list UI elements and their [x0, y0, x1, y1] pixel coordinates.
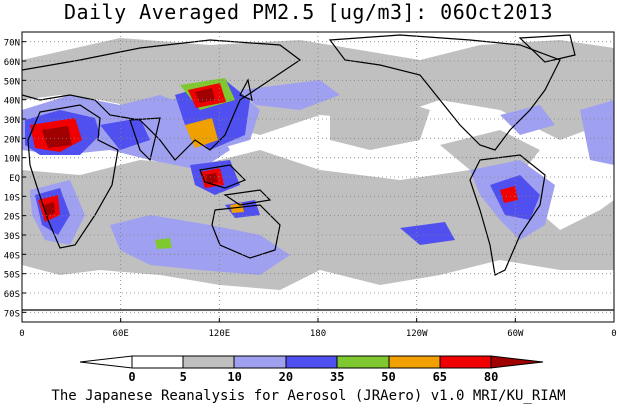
latitude-label: 50N: [4, 77, 20, 87]
longitude-label: 120E: [208, 329, 230, 339]
footer-credit: The Japanese Reanalysis for Aerosol (JRA…: [51, 388, 566, 404]
latitude-label: EQ: [9, 174, 20, 184]
pm25-hotspot-area: [500, 186, 518, 203]
pm25-hotspot-area: [42, 126, 72, 148]
pm25-hotspot-area: [44, 202, 55, 216]
latitude-label: 10S: [4, 193, 20, 203]
longitude-label: 120W: [406, 329, 428, 339]
map-plot-area: [22, 32, 614, 322]
latitude-label: 20N: [4, 135, 20, 145]
colorbar-tick-label: 80: [484, 370, 498, 384]
pm25-hotspot-area: [205, 173, 218, 184]
pm25-level-10-20-area: [500, 105, 555, 135]
latitude-label: 20S: [4, 213, 20, 223]
latitude-label: 70S: [4, 309, 20, 319]
pm25-level-10-20-area: [580, 100, 614, 165]
latitude-label: 30N: [4, 116, 20, 126]
colorbar-swatch: [439, 355, 492, 369]
colorbar-tick-label: 10: [227, 370, 241, 384]
latitude-label: 70N: [4, 39, 20, 49]
longitude-label: 0: [611, 329, 616, 339]
colorbar-swatch: [182, 355, 235, 369]
colorbar-swatch: [285, 355, 338, 369]
latitude-label: 30S: [4, 232, 20, 242]
colorbar-tick-label: 0: [128, 370, 135, 384]
colorbar-tick-label: 35: [330, 370, 344, 384]
coastline-segment: [328, 34, 561, 151]
colorbar-swatch: [233, 355, 287, 369]
longitude-label: 60E: [113, 329, 129, 339]
pm25-level-20-35-area: [400, 222, 455, 245]
latitude-label: 10N: [4, 155, 20, 165]
colorbar-swatch: [388, 355, 441, 369]
pm25-level-10-20-area: [240, 80, 340, 110]
colorbar-swatch: [336, 355, 390, 369]
latitude-label: 60S: [4, 290, 20, 300]
colorbar-swatch: [79, 355, 133, 369]
longitude-label: 0: [19, 329, 24, 339]
latitude-labels: 70N 60N 50N 40N 30N 20N 10N EQ 10S 20S 30S 40S 50S 60…: [4, 39, 26, 319]
pm25-hotspot-area: [195, 88, 215, 103]
latitude-label: 50S: [4, 271, 20, 281]
colorbar-swatch: [490, 355, 544, 369]
coastline-segment: [239, 78, 253, 101]
colorbar-tick-label: 65: [433, 370, 447, 384]
latitude-label: 40S: [4, 251, 20, 261]
pm25-level-10-20-area: [110, 215, 290, 275]
coastline-segment: [199, 164, 247, 189]
coastline-segment: [469, 154, 546, 276]
coastline-segment: [223, 189, 272, 206]
latitude-label: 40N: [4, 97, 20, 107]
longitude-label: 60W: [507, 329, 524, 339]
map-title: Daily Averaged PM2.5 [ug/m3]: 06Oct2013: [63, 0, 554, 24]
colorbar-tick-label: 20: [279, 370, 293, 384]
pm25-hotspot-area: [155, 238, 172, 249]
colorbar: 0 5 10 20 35 50 65 80: [79, 355, 544, 384]
pm25-level-5-10-area: [330, 95, 430, 150]
longitude-labels: 0 60E 120E 180 120W 60W 0: [19, 318, 617, 339]
colorbar-tick-label: 50: [381, 370, 395, 384]
longitude-label: 180: [310, 329, 326, 339]
colorbar-swatch: [131, 355, 184, 369]
latitude-label: 60N: [4, 58, 20, 68]
grid-lines: [22, 32, 614, 322]
coastline-segment: [27, 104, 119, 249]
coastline-segment: [518, 34, 576, 63]
colorbar-tick-label: 5: [180, 370, 187, 384]
pm25-hotspot-area: [185, 118, 218, 148]
